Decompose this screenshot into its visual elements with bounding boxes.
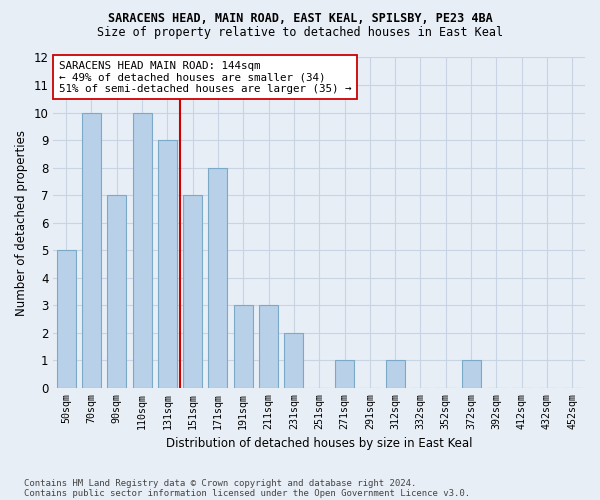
Text: Contains HM Land Registry data © Crown copyright and database right 2024.: Contains HM Land Registry data © Crown c… [24,478,416,488]
Bar [133,112,152,388]
Text: Contains public sector information licensed under the Open Government Licence v3: Contains public sector information licen… [24,488,470,498]
Bar [56,250,76,388]
Bar [259,305,278,388]
Bar [234,305,253,388]
Text: Size of property relative to detached houses in East Keal: Size of property relative to detached ho… [97,26,503,39]
X-axis label: Distribution of detached houses by size in East Keal: Distribution of detached houses by size … [166,437,472,450]
Bar [461,360,481,388]
Bar [158,140,177,388]
Bar [208,168,227,388]
Bar [82,112,101,388]
Text: SARACENS HEAD MAIN ROAD: 144sqm
← 49% of detached houses are smaller (34)
51% of: SARACENS HEAD MAIN ROAD: 144sqm ← 49% of… [59,61,351,94]
Bar [107,195,126,388]
Text: SARACENS HEAD, MAIN ROAD, EAST KEAL, SPILSBY, PE23 4BA: SARACENS HEAD, MAIN ROAD, EAST KEAL, SPI… [107,12,493,26]
Bar [386,360,404,388]
Bar [284,333,304,388]
Bar [183,195,202,388]
Bar [335,360,354,388]
Y-axis label: Number of detached properties: Number of detached properties [15,130,28,316]
